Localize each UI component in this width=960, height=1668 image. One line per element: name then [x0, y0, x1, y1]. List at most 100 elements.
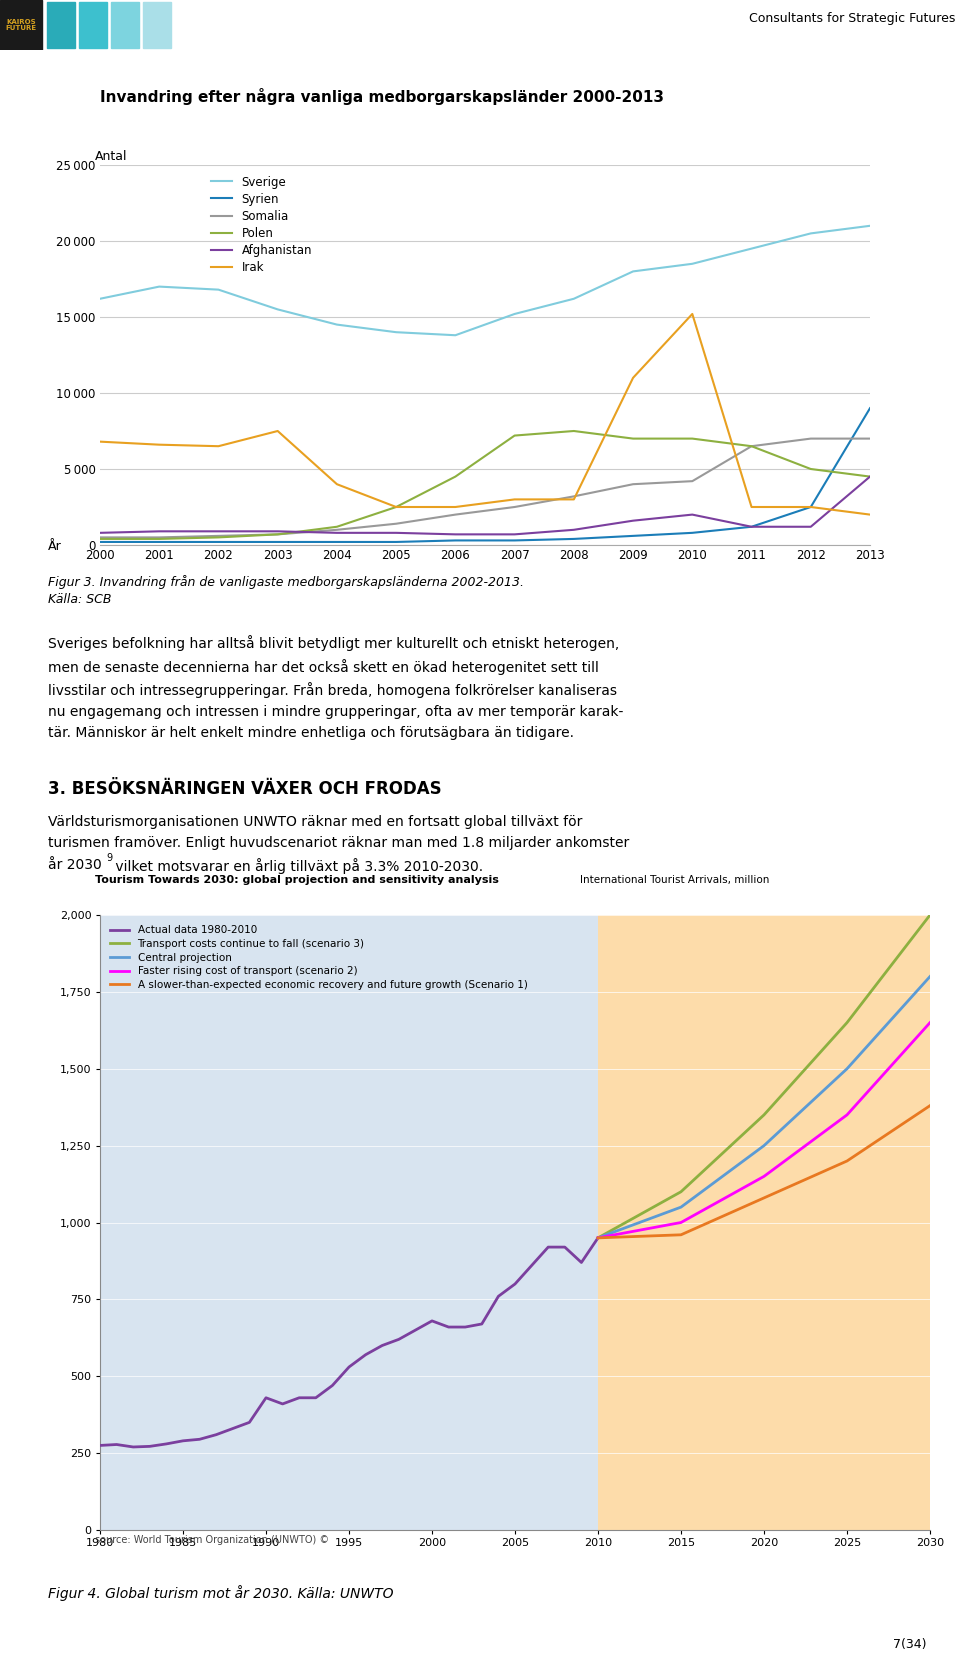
Afghanistan [746, 517, 757, 537]
Syrien [94, 532, 106, 552]
Sverige [272, 299, 283, 319]
Bar [79, 2, 107, 48]
Actual data 1980-2010 [509, 1274, 520, 1294]
Bar [598, 916, 930, 1530]
A slower-than-expected economic recovery and future growth (Scenario 1) [758, 1188, 770, 1208]
Sverige [568, 289, 580, 309]
Irak [864, 505, 876, 525]
Faster rising cost of transport (scenario 2) [758, 1166, 770, 1186]
Irak [213, 437, 225, 457]
Somalia [568, 487, 580, 507]
Actual data 1980-2010 [576, 1253, 588, 1273]
Somalia [627, 474, 638, 494]
Afghanistan [272, 522, 283, 542]
Somalia [805, 429, 817, 449]
Transport costs continue to fall (scenario 3) [675, 1181, 686, 1201]
Syrien [864, 399, 876, 419]
Actual data 1980-2010 [410, 1319, 421, 1339]
Afghanistan [627, 510, 638, 530]
Syrien [627, 525, 638, 545]
Transport costs continue to fall (scenario 3) [592, 1228, 604, 1248]
Sverige [154, 277, 165, 297]
Syrien [509, 530, 520, 550]
Afghanistan [509, 524, 520, 544]
Somalia [509, 497, 520, 517]
Line: Irak: Irak [100, 314, 870, 515]
Somalia [864, 429, 876, 449]
Somalia [746, 437, 757, 457]
Text: source: World Tourism Organization (UNWTO) ©: source: World Tourism Organization (UNWT… [95, 1535, 329, 1545]
Sverige [213, 280, 225, 300]
Somalia [449, 505, 461, 525]
Line: Somalia: Somalia [100, 439, 870, 537]
Transport costs continue to fall (scenario 3) [841, 1012, 852, 1032]
Line: Faster rising cost of transport (scenario 2): Faster rising cost of transport (scenari… [598, 1022, 930, 1238]
Actual data 1980-2010 [559, 1238, 570, 1258]
Text: Figur 4. Global turism mot år 2030. Källa: UNWTO: Figur 4. Global turism mot år 2030. Käll… [48, 1585, 394, 1601]
Syrien [154, 532, 165, 552]
A slower-than-expected economic recovery and future growth (Scenario 1) [841, 1151, 852, 1171]
Sverige [686, 254, 698, 274]
Text: Invandring efter några vanliga medborgarskapsländer 2000-2013: Invandring efter några vanliga medborgar… [100, 88, 664, 105]
Afghanistan [154, 522, 165, 542]
Syrien [391, 532, 402, 552]
Irak [154, 435, 165, 455]
Text: 9: 9 [106, 852, 112, 862]
Actual data 1980-2010 [110, 1434, 122, 1454]
Line: Central projection: Central projection [598, 976, 930, 1238]
Faster rising cost of transport (scenario 2) [841, 1104, 852, 1124]
Text: år 2030: år 2030 [48, 857, 102, 872]
Somalia [154, 527, 165, 547]
Text: Figur 3. Invandring från de vanligaste medborgarskapsländerna 2002-2013.: Figur 3. Invandring från de vanligaste m… [48, 575, 524, 589]
Polen [331, 517, 343, 537]
Text: År: År [48, 540, 61, 554]
Actual data 1980-2010 [128, 1436, 139, 1456]
Sverige [509, 304, 520, 324]
Irak [627, 367, 638, 387]
Bar [47, 2, 75, 48]
Actual data 1980-2010 [144, 1436, 156, 1456]
Somalia [391, 514, 402, 534]
Somalia [686, 470, 698, 490]
Bar [143, 2, 171, 48]
Irak [94, 432, 106, 452]
Central projection [924, 966, 936, 986]
Central projection [675, 1198, 686, 1218]
Irak [331, 474, 343, 494]
Actual data 1980-2010 [228, 1418, 239, 1438]
Sverige [449, 325, 461, 345]
Irak [509, 489, 520, 509]
Polen [686, 429, 698, 449]
Text: 3. BESÖKSNÄRINGEN VÄXER OCH FRODAS: 3. BESÖKSNÄRINGEN VÄXER OCH FRODAS [48, 781, 442, 797]
Faster rising cost of transport (scenario 2) [675, 1213, 686, 1233]
Irak [686, 304, 698, 324]
Afghanistan [805, 517, 817, 537]
Central projection [592, 1228, 604, 1248]
Legend: Sverige, Syrien, Somalia, Polen, Afghanistan, Irak: Sverige, Syrien, Somalia, Polen, Afghani… [206, 170, 317, 279]
Afghanistan [864, 467, 876, 487]
Bar [111, 2, 139, 48]
Central projection [841, 1059, 852, 1079]
Actual data 1980-2010 [492, 1286, 504, 1306]
Polen [213, 527, 225, 547]
Actual data 1980-2010 [426, 1311, 438, 1331]
Sverige [746, 239, 757, 259]
Bar [0, 0, 42, 50]
Line: Actual data 1980-2010: Actual data 1980-2010 [100, 1238, 598, 1446]
Irak [568, 489, 580, 509]
Irak [272, 420, 283, 440]
Text: Världsturismorganisationen UNWTO räknar med en fortsatt global tillväxt för
turi: Världsturismorganisationen UNWTO räknar … [48, 816, 629, 849]
Text: Antal: Antal [95, 150, 128, 163]
Actual data 1980-2010 [393, 1329, 404, 1349]
Syrien [331, 532, 343, 552]
A slower-than-expected economic recovery and future growth (Scenario 1) [924, 1096, 936, 1116]
Actual data 1980-2010 [194, 1429, 205, 1449]
Polen [627, 429, 638, 449]
Text: Källa: SCB: Källa: SCB [48, 594, 111, 605]
Actual data 1980-2010 [160, 1434, 172, 1454]
Actual data 1980-2010 [260, 1388, 272, 1408]
Somalia [94, 527, 106, 547]
Sverige [627, 262, 638, 282]
Line: Afghanistan: Afghanistan [100, 477, 870, 534]
Actual data 1980-2010 [326, 1376, 338, 1396]
